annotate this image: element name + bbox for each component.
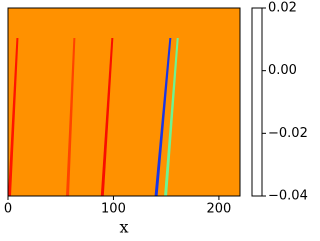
streak (164, 38, 179, 196)
colorbar-tick-label: 0.00 (268, 63, 297, 78)
streak (8, 38, 19, 196)
colorbar-tick-label: −0.04 (268, 189, 308, 204)
plot-frame (7, 7, 241, 197)
x-axis-label: x (119, 218, 128, 237)
streak (154, 38, 172, 196)
heatmap-background (8, 8, 240, 196)
x-tick-label: 0 (4, 202, 12, 217)
colorbar-tick-label: −0.02 (268, 126, 308, 141)
x-tick-label: 200 (206, 202, 231, 217)
colorbar (251, 7, 263, 197)
colorbar-tick-label: 0.02 (268, 1, 297, 16)
streak (100, 38, 114, 196)
x-tick-label: 100 (101, 202, 126, 217)
streak (66, 38, 76, 196)
